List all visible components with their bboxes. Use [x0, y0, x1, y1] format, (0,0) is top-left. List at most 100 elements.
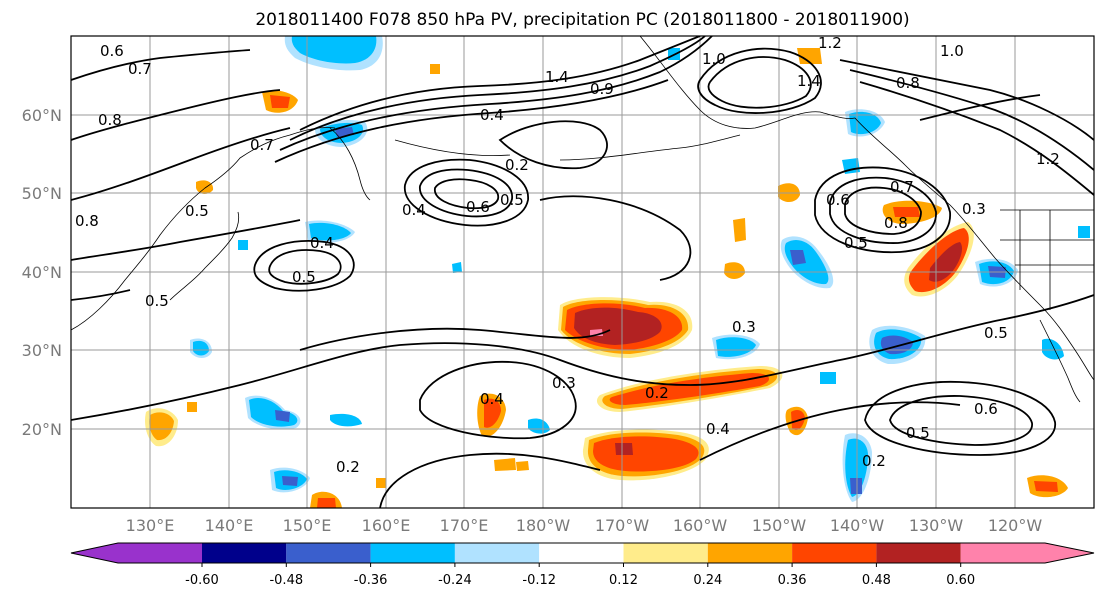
contour-label: 0.3	[962, 200, 986, 218]
precip-area-positive	[615, 443, 633, 455]
pv-contour-line	[864, 380, 1056, 456]
coastline-asia	[71, 127, 336, 331]
colorbar-segment	[202, 543, 287, 563]
colorbar-ticks	[201, 563, 962, 567]
precip-area-negative	[309, 222, 351, 241]
contour-label: 0.5	[906, 424, 930, 442]
lon-label: 120°W	[988, 516, 1043, 535]
precip-area-negative	[528, 418, 550, 434]
lon-label: 180°W	[516, 516, 571, 535]
colorbar-tick-label: 0.36	[778, 573, 807, 588]
contour-label: 0.5	[185, 202, 209, 220]
precip-area-negative	[275, 410, 290, 422]
precip-area-negative	[1042, 338, 1064, 360]
contour-label: 0.3	[732, 318, 756, 336]
contour-label: 0.2	[862, 452, 886, 470]
map-layers: 0.6 0.7 0.8 0.7 0.8 0.5 0.4 0.5 0.5 1.4 …	[71, 36, 1094, 508]
precip-area-positive	[430, 64, 440, 74]
precip-area-positive	[149, 412, 174, 441]
pv-contour-line	[498, 120, 608, 170]
contour-label-group: 0.6 0.7 0.8 0.7 0.8 0.5 0.4 0.5 0.5 1.4 …	[75, 36, 1060, 476]
pv-contour-line	[71, 49, 251, 81]
contour-label: 0.8	[75, 212, 99, 230]
colorbar-segment	[454, 543, 540, 563]
pv-contour-line	[299, 327, 611, 351]
coastline-northamerica	[854, 117, 1094, 381]
contour-label: 0.2	[505, 156, 529, 174]
contour-label: 0.4	[480, 390, 504, 408]
colorbar: -0.60 -0.48 -0.36 -0.24 -0.12 0.12 0.24 …	[70, 542, 1095, 588]
pv-contour-line	[699, 401, 961, 461]
lon-label: 160°E	[362, 516, 411, 535]
lon-label: 160°W	[673, 516, 728, 535]
pv-contour-line	[268, 249, 342, 285]
colorbar-tick-label: 0.60	[946, 573, 975, 588]
contour-label: 0.5	[145, 292, 169, 310]
contour-label: 1.0	[702, 50, 726, 68]
lat-labels: 60°N 50°N 40°N 30°N 20°N	[22, 106, 62, 439]
precip-area-positive	[494, 458, 516, 471]
precip-area-negative	[716, 337, 756, 357]
precip-area-positive	[317, 498, 336, 508]
coastline-alaska	[639, 36, 856, 129]
colorbar-segment	[539, 543, 624, 563]
contour-label: 1.2	[1036, 150, 1060, 168]
colorbar-segment	[71, 543, 202, 563]
pv-contour-line	[697, 47, 822, 114]
precip-area-negative	[282, 476, 298, 486]
map-title: 2018011400 F078 850 hPa PV, precipitatio…	[255, 10, 910, 30]
precip-area-positive	[797, 48, 822, 64]
lat-label: 40°N	[22, 263, 62, 282]
lon-label: 150°E	[283, 516, 332, 535]
precip-area-negative	[1078, 226, 1090, 238]
colorbar-tick-label: -0.24	[438, 573, 472, 588]
contour-label: 0.6	[100, 42, 124, 60]
colorbar-segment	[370, 543, 455, 563]
lon-label: 130°W	[909, 516, 964, 535]
contour-label: 0.8	[884, 214, 908, 232]
colorbar-segment	[623, 543, 708, 563]
colorbar-tick-labels: -0.60 -0.48 -0.36 -0.24 -0.12 0.12 0.24 …	[185, 573, 975, 588]
pv-contour-line	[829, 176, 937, 244]
pv-contour-line	[404, 158, 529, 227]
lon-label: 170°E	[440, 516, 489, 535]
contour-label: 0.7	[128, 60, 152, 78]
lat-label: 60°N	[22, 106, 62, 125]
coastline-kamchatka	[329, 127, 371, 201]
pv-contour-line	[859, 81, 1094, 196]
colorbar-tick-label: -0.12	[522, 573, 556, 588]
contour-label: 0.5	[984, 324, 1008, 342]
colorbar-segment	[286, 543, 371, 563]
colorbar-segment	[876, 543, 961, 563]
colorbar-outline	[70, 542, 1095, 564]
lat-label: 30°N	[22, 341, 62, 360]
precip-area-negative	[850, 478, 862, 494]
pv-contour-line	[71, 89, 281, 141]
pv-contour-line	[299, 36, 701, 131]
pv-contour-line	[71, 294, 1094, 421]
precip-area-positive	[609, 373, 770, 405]
precip-area-positive	[1034, 481, 1058, 492]
colorbar-segment	[792, 543, 877, 563]
contour-label: 0.6	[466, 198, 490, 216]
pv-contour-line	[379, 452, 601, 508]
lon-label: 150°W	[752, 516, 807, 535]
lat-label: 20°N	[22, 420, 62, 439]
precip-area-positive	[733, 218, 746, 242]
contour-label: 0.2	[336, 458, 360, 476]
pv-contour-line	[289, 36, 706, 141]
lon-label: 140°W	[830, 516, 885, 535]
precip-area-positive	[187, 402, 197, 412]
pv-contour-line	[844, 186, 922, 235]
contour-label: 0.7	[890, 178, 914, 196]
pv-contour-line	[253, 240, 355, 292]
map-frame	[70, 35, 1095, 509]
contour-label: 1.0	[940, 42, 964, 60]
contour-label: 0.8	[896, 74, 920, 92]
precip-area-positive	[196, 180, 214, 194]
contour-label: 0.3	[552, 374, 576, 392]
precip-area-positive	[893, 207, 920, 217]
precip-area-positive	[724, 262, 745, 279]
pv-contour-line	[419, 168, 513, 218]
